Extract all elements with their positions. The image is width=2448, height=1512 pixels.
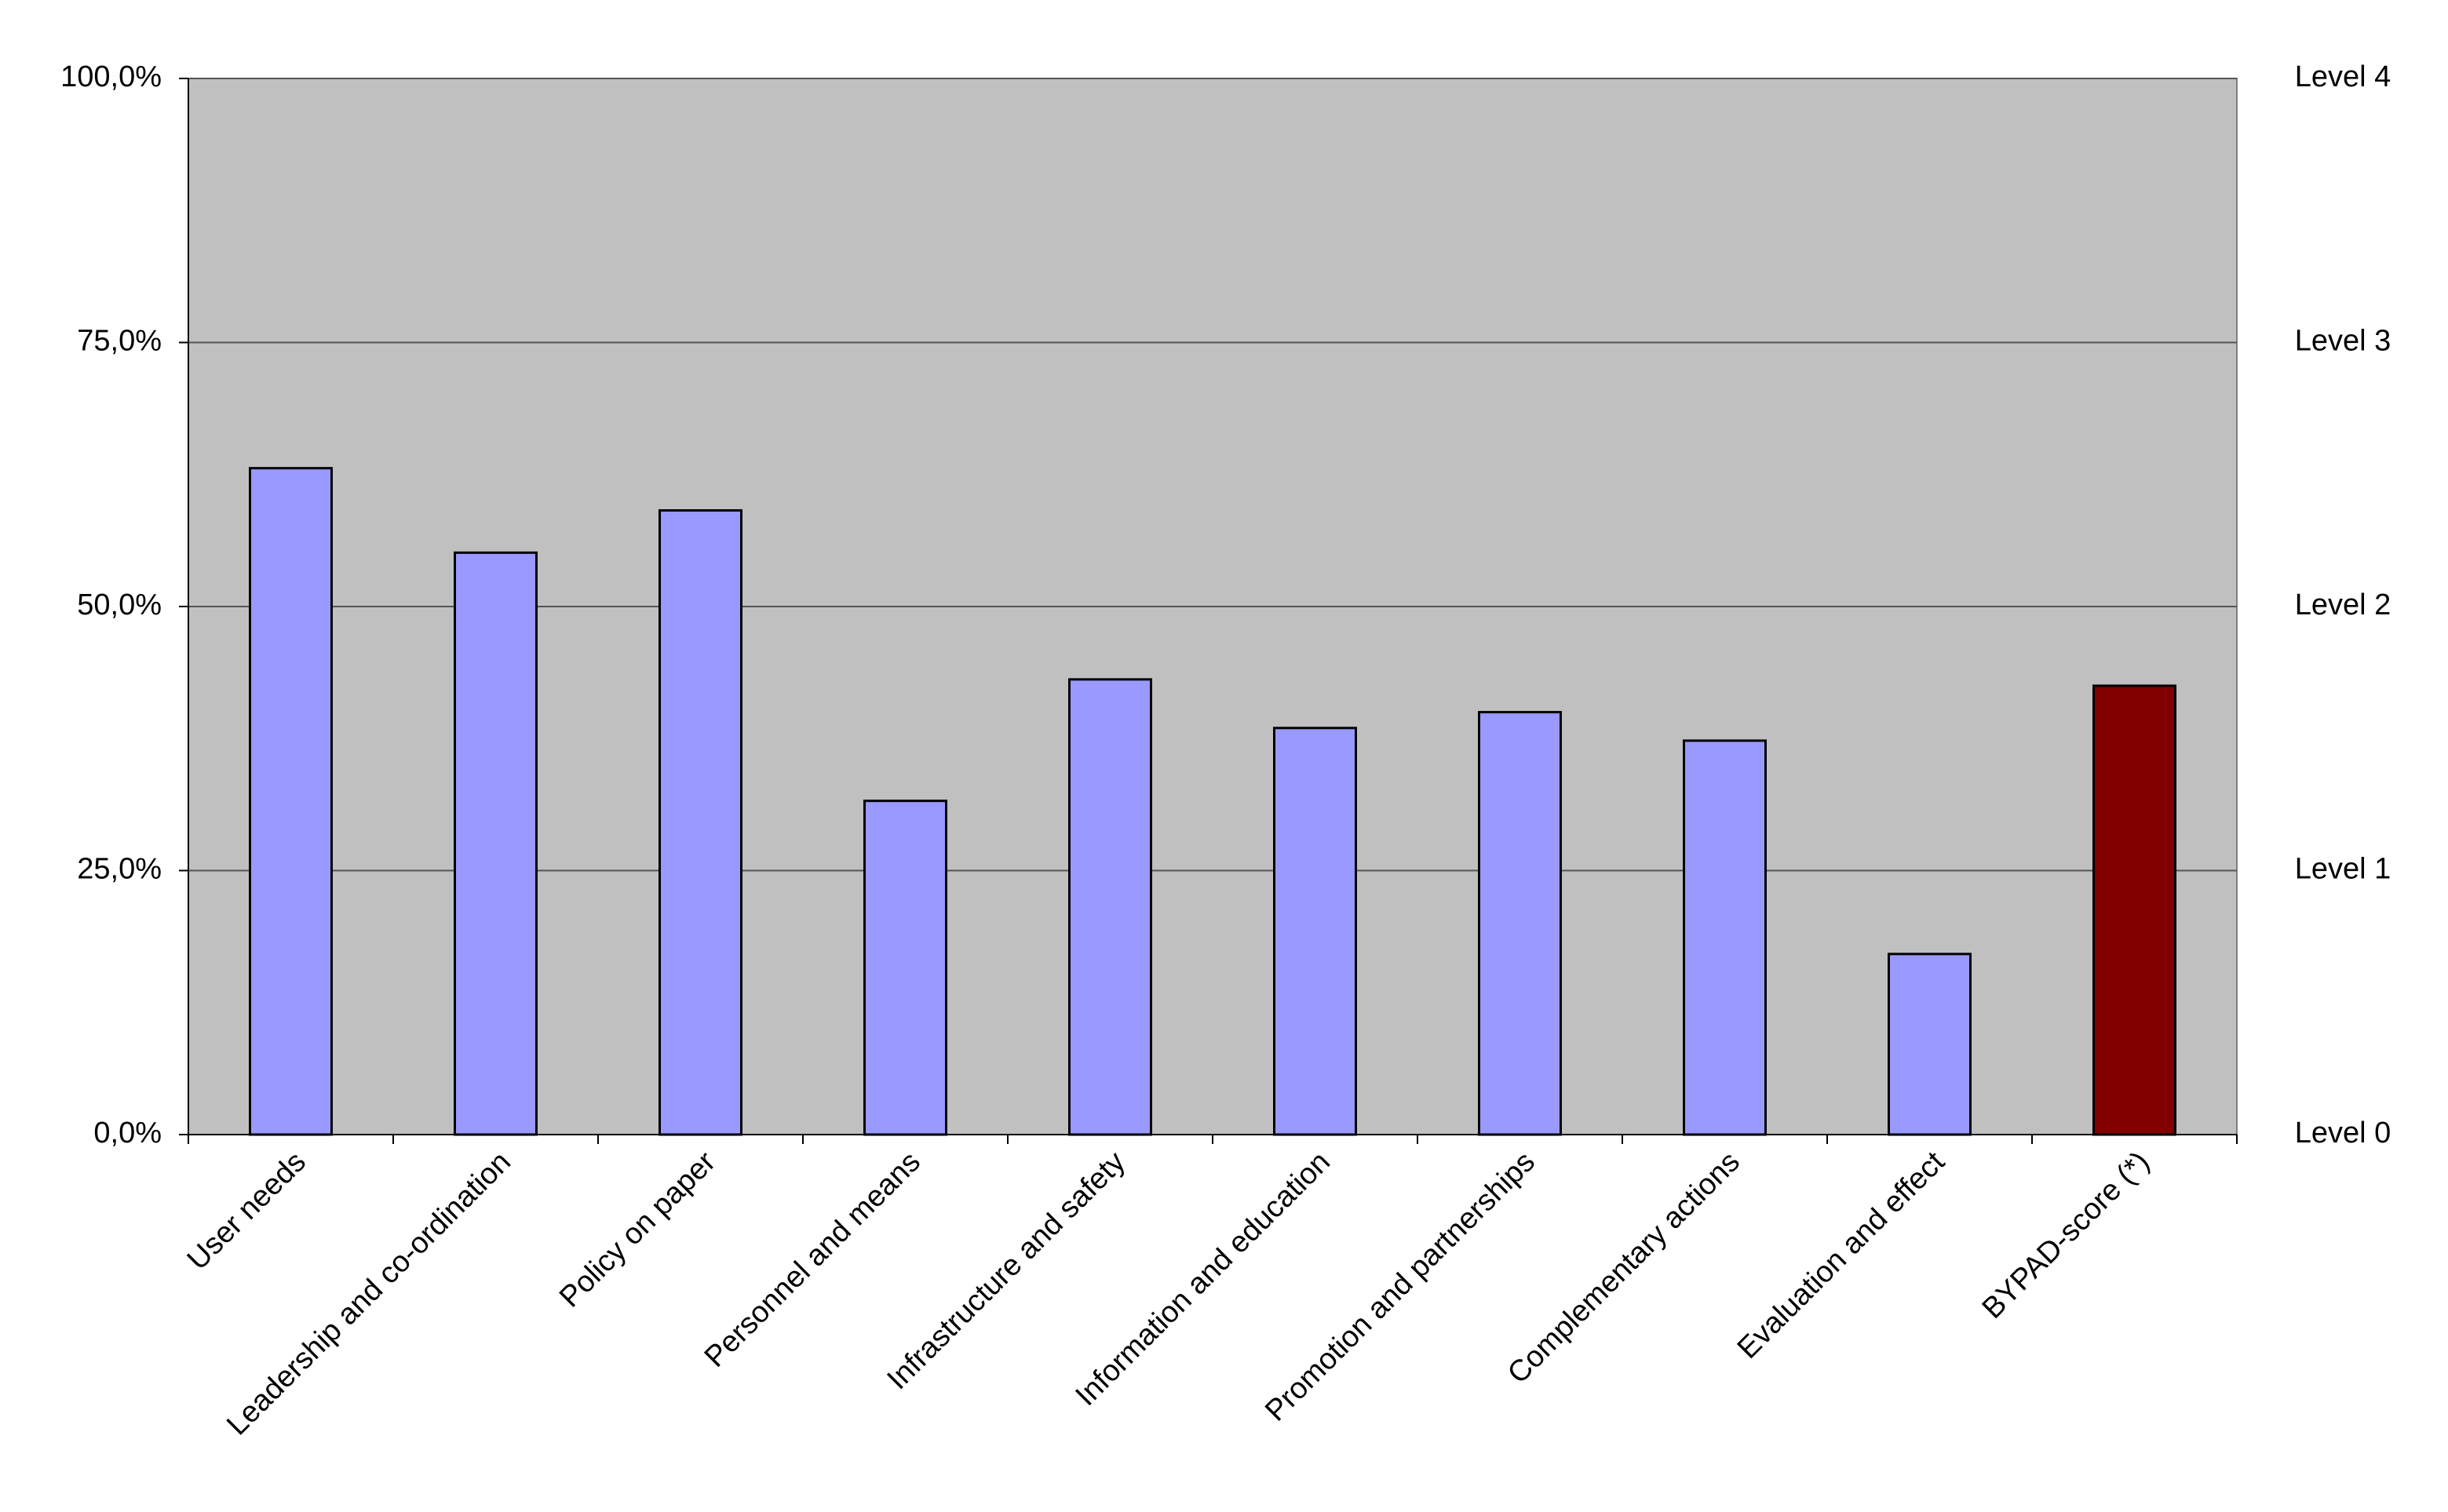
bar <box>1888 953 1972 1136</box>
bar <box>1068 678 1152 1136</box>
y2-tick-label: Level 0 <box>2295 1117 2391 1149</box>
y2-tick-label: Level 3 <box>2295 325 2391 358</box>
x-tick-label: Personnel and means <box>699 1146 927 1374</box>
bar <box>1273 727 1357 1136</box>
x-tick-label: BYPAD-score (*) <box>1976 1146 2156 1325</box>
bar <box>1478 711 1562 1136</box>
bar <box>2092 684 2176 1136</box>
x-tick-label: Complementary actions <box>1501 1146 1746 1390</box>
bar <box>1683 739 1767 1136</box>
x-tick-label: User needs <box>181 1146 312 1277</box>
y-tick-label: 50,0% <box>77 588 162 621</box>
bar <box>863 800 947 1136</box>
y-tick-label: 75,0% <box>77 325 162 358</box>
x-tick-label: Evaluation and effect <box>1731 1145 1951 1364</box>
y2-tick-label: Level 4 <box>2295 60 2391 93</box>
bar <box>249 467 333 1136</box>
bar <box>454 551 538 1136</box>
x-tick-label: Policy on paper <box>553 1146 722 1314</box>
y-tick-label: 0,0% <box>93 1117 162 1149</box>
y-tick-label: 25,0% <box>77 853 162 886</box>
y2-tick-label: Level 1 <box>2295 853 2391 886</box>
y2-tick-label: Level 2 <box>2295 588 2391 621</box>
x-tick-label: Infrastructure and safety <box>881 1146 1132 1396</box>
bar <box>659 509 742 1136</box>
y-tick-label: 100,0% <box>60 60 162 93</box>
